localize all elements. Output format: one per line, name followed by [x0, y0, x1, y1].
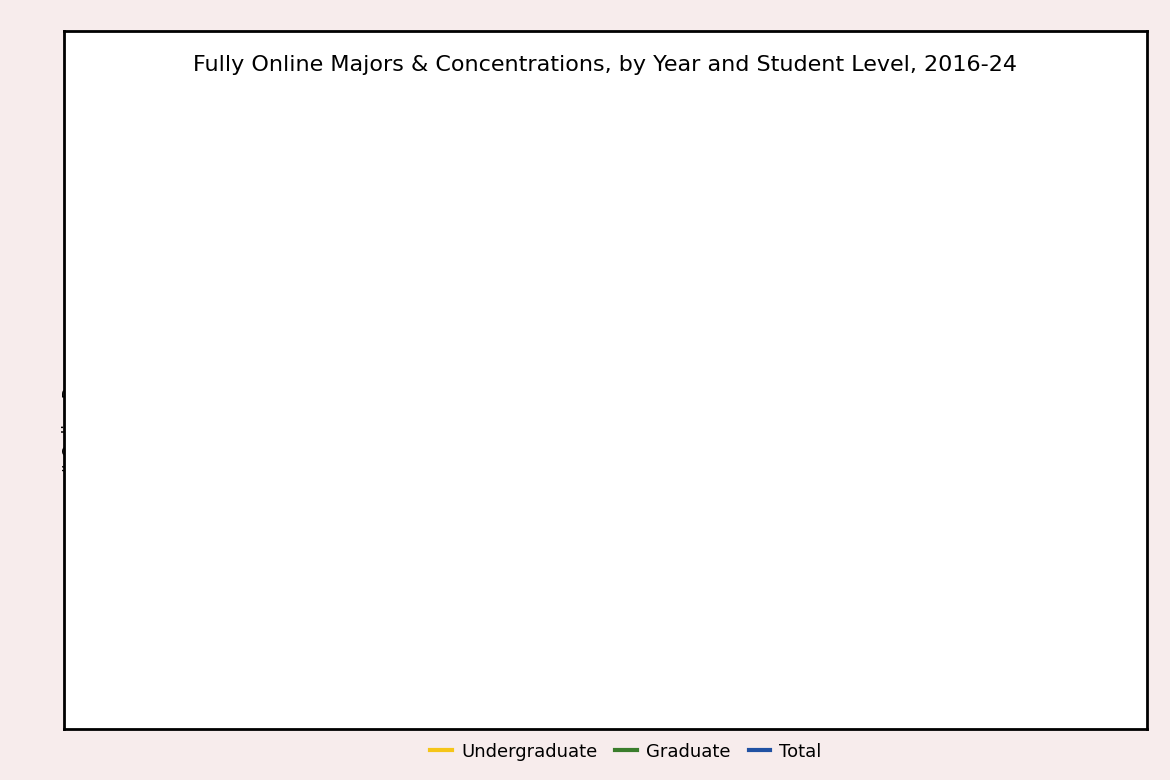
Text: 8: 8: [610, 639, 620, 657]
Text: 16: 16: [388, 543, 409, 561]
Text: 13: 13: [171, 564, 193, 582]
Text: 21: 21: [278, 508, 302, 526]
Text: 7: 7: [285, 646, 296, 664]
Text: 14: 14: [280, 557, 301, 575]
Text: 23: 23: [387, 494, 411, 512]
Text: 29: 29: [604, 452, 627, 470]
Text: Rapid growth,
especially after 2020: Rapid growth, especially after 2020: [553, 219, 800, 262]
Text: 51: 51: [929, 297, 951, 315]
Legend: Undergraduate, Graduate, Total: Undergraduate, Graduate, Total: [424, 736, 828, 768]
Text: 43: 43: [820, 353, 844, 371]
Text: 7: 7: [502, 646, 512, 664]
Text: 7: 7: [393, 646, 404, 664]
Text: 28: 28: [1038, 498, 1059, 516]
Text: 20: 20: [171, 515, 193, 533]
Text: 25: 25: [713, 480, 734, 498]
Text: 22: 22: [929, 541, 950, 558]
Text: 44: 44: [1038, 346, 1059, 364]
Text: 35: 35: [711, 410, 735, 427]
Y-axis label: # Online Programs: # Online Programs: [62, 319, 80, 477]
Text: 10: 10: [713, 625, 734, 643]
Text: 7: 7: [177, 646, 187, 664]
Text: 16: 16: [821, 583, 842, 601]
Text: 27: 27: [821, 466, 842, 484]
Text: Fully Online Majors & Concentrations, by Year and Student Level, 2016-24: Fully Online Majors & Concentrations, by…: [193, 55, 1018, 75]
Text: 21: 21: [605, 508, 626, 526]
Text: 29: 29: [929, 452, 950, 470]
Text: 24: 24: [495, 487, 518, 505]
Text: 17: 17: [496, 536, 517, 554]
Text: 72: 72: [1037, 150, 1060, 168]
